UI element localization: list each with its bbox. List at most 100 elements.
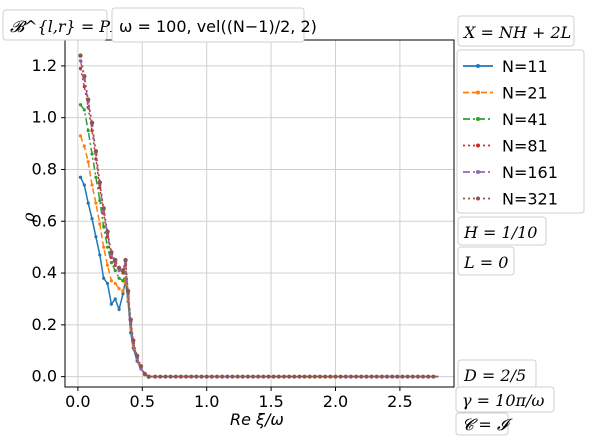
data-point <box>395 374 400 379</box>
y-tick-label: 1.0 <box>32 108 57 127</box>
series-line-n-321 <box>79 55 439 378</box>
data-point <box>131 338 136 343</box>
legend-label: N=11 <box>502 57 548 76</box>
data-point <box>364 374 369 379</box>
data-point <box>323 374 328 379</box>
data-point <box>256 374 261 379</box>
data-point <box>102 276 106 280</box>
legend-marker <box>476 117 480 121</box>
data-point <box>86 160 90 164</box>
data-point <box>94 235 98 239</box>
legend-label: N=321 <box>502 190 558 209</box>
data-point <box>109 261 113 265</box>
data-point <box>281 374 286 379</box>
data-point <box>123 257 128 263</box>
data-point <box>348 374 353 379</box>
x-tick-label: 1.0 <box>194 392 219 411</box>
data-point <box>121 289 125 293</box>
y-tick-label: 0.2 <box>32 315 57 334</box>
y-tick-label: 0.4 <box>32 263 57 282</box>
l-annotation: L = 0 <box>463 253 508 272</box>
data-point <box>410 374 415 379</box>
data-point <box>343 374 348 379</box>
d-annotation: D = 2/5 <box>463 366 526 385</box>
data-point <box>101 206 106 211</box>
data-point <box>359 374 364 379</box>
data-point <box>214 374 219 379</box>
data-point <box>194 374 199 379</box>
data-point <box>173 374 178 379</box>
l-box <box>457 246 515 276</box>
data-point <box>105 263 110 267</box>
data-point <box>134 353 140 359</box>
data-point <box>82 183 86 187</box>
h-box <box>457 216 547 246</box>
gamma-box <box>455 386 555 413</box>
data-point <box>292 374 297 379</box>
x-tick-label: 2.5 <box>387 392 412 411</box>
params-box <box>111 7 305 43</box>
data-point <box>120 268 126 273</box>
data-point <box>266 374 271 379</box>
x-tick-label: 0.5 <box>130 392 155 411</box>
data-point <box>98 186 102 190</box>
data-point <box>199 374 204 379</box>
data-point <box>426 374 431 379</box>
axis-ticks: 0.0 0.5 1.0 1.5 2.0 2.5 0.0 0.2 0.4 0.6 0.8 1.0 1.2 <box>32 56 413 411</box>
data-point <box>90 152 94 156</box>
data-point <box>318 374 323 379</box>
data-point <box>117 307 121 311</box>
grid <box>65 40 454 387</box>
data-point <box>109 302 113 306</box>
data-point <box>287 374 292 379</box>
data-point <box>121 279 125 283</box>
data-point <box>109 279 113 283</box>
bc-box <box>2 9 108 41</box>
data-point <box>240 374 245 379</box>
y-tick-label: 0.0 <box>32 367 57 386</box>
data-point <box>98 253 102 257</box>
x-tick-label: 0.0 <box>65 392 90 411</box>
data-point <box>98 198 102 203</box>
data-point <box>117 286 121 291</box>
data-point <box>153 374 158 379</box>
data-point <box>220 374 225 379</box>
data-point <box>102 245 106 249</box>
data-point <box>271 374 276 379</box>
c-annotation: 𝓒 = 𝓘 <box>462 415 513 434</box>
x-tick-label: 1.5 <box>258 392 283 411</box>
data-point <box>385 374 390 379</box>
data-point <box>163 374 168 379</box>
data-point <box>93 149 99 154</box>
data-point <box>113 268 117 273</box>
data-point <box>113 263 117 267</box>
data-point <box>390 374 395 379</box>
data-point <box>379 374 384 379</box>
data-point <box>78 134 83 138</box>
legend-label: N=21 <box>502 84 548 103</box>
data-point <box>146 374 151 379</box>
data-point <box>307 374 312 379</box>
data-point <box>113 281 117 286</box>
data-point <box>105 229 110 234</box>
data-point <box>82 108 86 112</box>
y-tick-label: 0.6 <box>32 211 57 230</box>
data-point <box>82 144 86 148</box>
data-point <box>117 276 121 280</box>
legend-marker <box>476 196 480 201</box>
data-point <box>328 374 333 379</box>
data-point <box>189 374 194 379</box>
data-point <box>78 53 83 58</box>
data-point <box>116 265 122 271</box>
data-point <box>113 257 118 263</box>
y-tick-label: 0.8 <box>32 159 57 178</box>
data-point <box>138 364 144 369</box>
data-point <box>431 374 436 379</box>
series-line-n-81 <box>79 68 439 378</box>
data-point <box>125 288 131 294</box>
data-point <box>405 374 410 379</box>
data-point <box>421 374 426 379</box>
data-point <box>297 374 302 379</box>
data-point <box>142 371 148 377</box>
legend-marker <box>476 170 480 174</box>
